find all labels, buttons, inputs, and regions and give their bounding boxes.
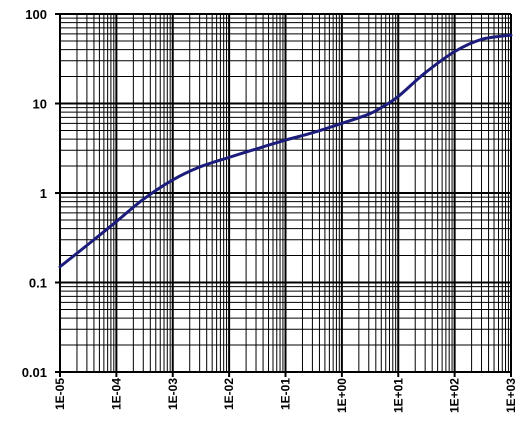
x-tick-label: 1E-04	[109, 378, 123, 410]
y-tick-label: 0.01	[22, 365, 47, 380]
y-tick-label: 100	[25, 7, 47, 22]
y-tick-label: 10	[33, 97, 47, 112]
x-tick-label: 1E+01	[391, 378, 405, 413]
grid	[59, 14, 511, 373]
x-tick-label: 1E-05	[53, 378, 67, 410]
x-tick-label: 1E-02	[222, 378, 236, 410]
y-tick-labels: 0.01 0.1 1 10 100	[22, 7, 47, 380]
y-tick-label: 0.1	[29, 276, 47, 291]
x-tick-label: 1E-01	[279, 378, 293, 410]
x-tick-label: 1E+02	[448, 378, 462, 413]
y-tick-label: 1	[40, 186, 47, 201]
x-tick-label: 1E+03	[504, 378, 518, 413]
x-tick-label: 1E-03	[166, 378, 180, 410]
axes	[55, 13, 512, 377]
x-tick-label: 1E+00	[335, 378, 349, 413]
x-tick-labels: 1E-05 1E-04 1E-03 1E-02 1E-01 1E+00 1E+01 1E+02…	[53, 378, 518, 413]
series-line	[58, 33, 513, 269]
series-layer	[58, 33, 513, 269]
